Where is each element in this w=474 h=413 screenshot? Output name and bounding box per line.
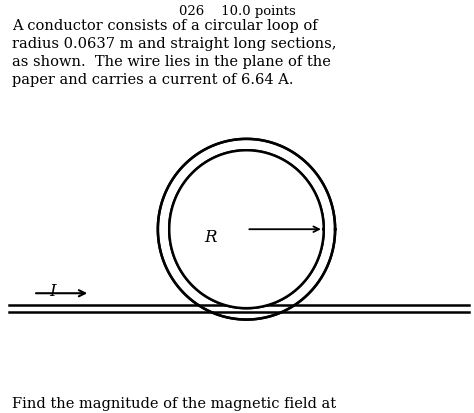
Text: radius 0.0637 m and straight long sections,: radius 0.0637 m and straight long sectio…	[12, 37, 337, 50]
Text: paper and carries a current of 6.64 A.: paper and carries a current of 6.64 A.	[12, 73, 293, 87]
Text: I: I	[49, 283, 55, 300]
Ellipse shape	[169, 150, 324, 308]
Text: A conductor consists of a circular loop of: A conductor consists of a circular loop …	[12, 19, 318, 33]
Text: as shown.  The wire lies in the plane of the: as shown. The wire lies in the plane of …	[12, 55, 331, 69]
Text: R: R	[204, 229, 216, 246]
Text: 026    10.0 points: 026 10.0 points	[179, 5, 295, 18]
Text: Find the magnitude of the magnetic field at: Find the magnitude of the magnetic field…	[12, 397, 336, 411]
